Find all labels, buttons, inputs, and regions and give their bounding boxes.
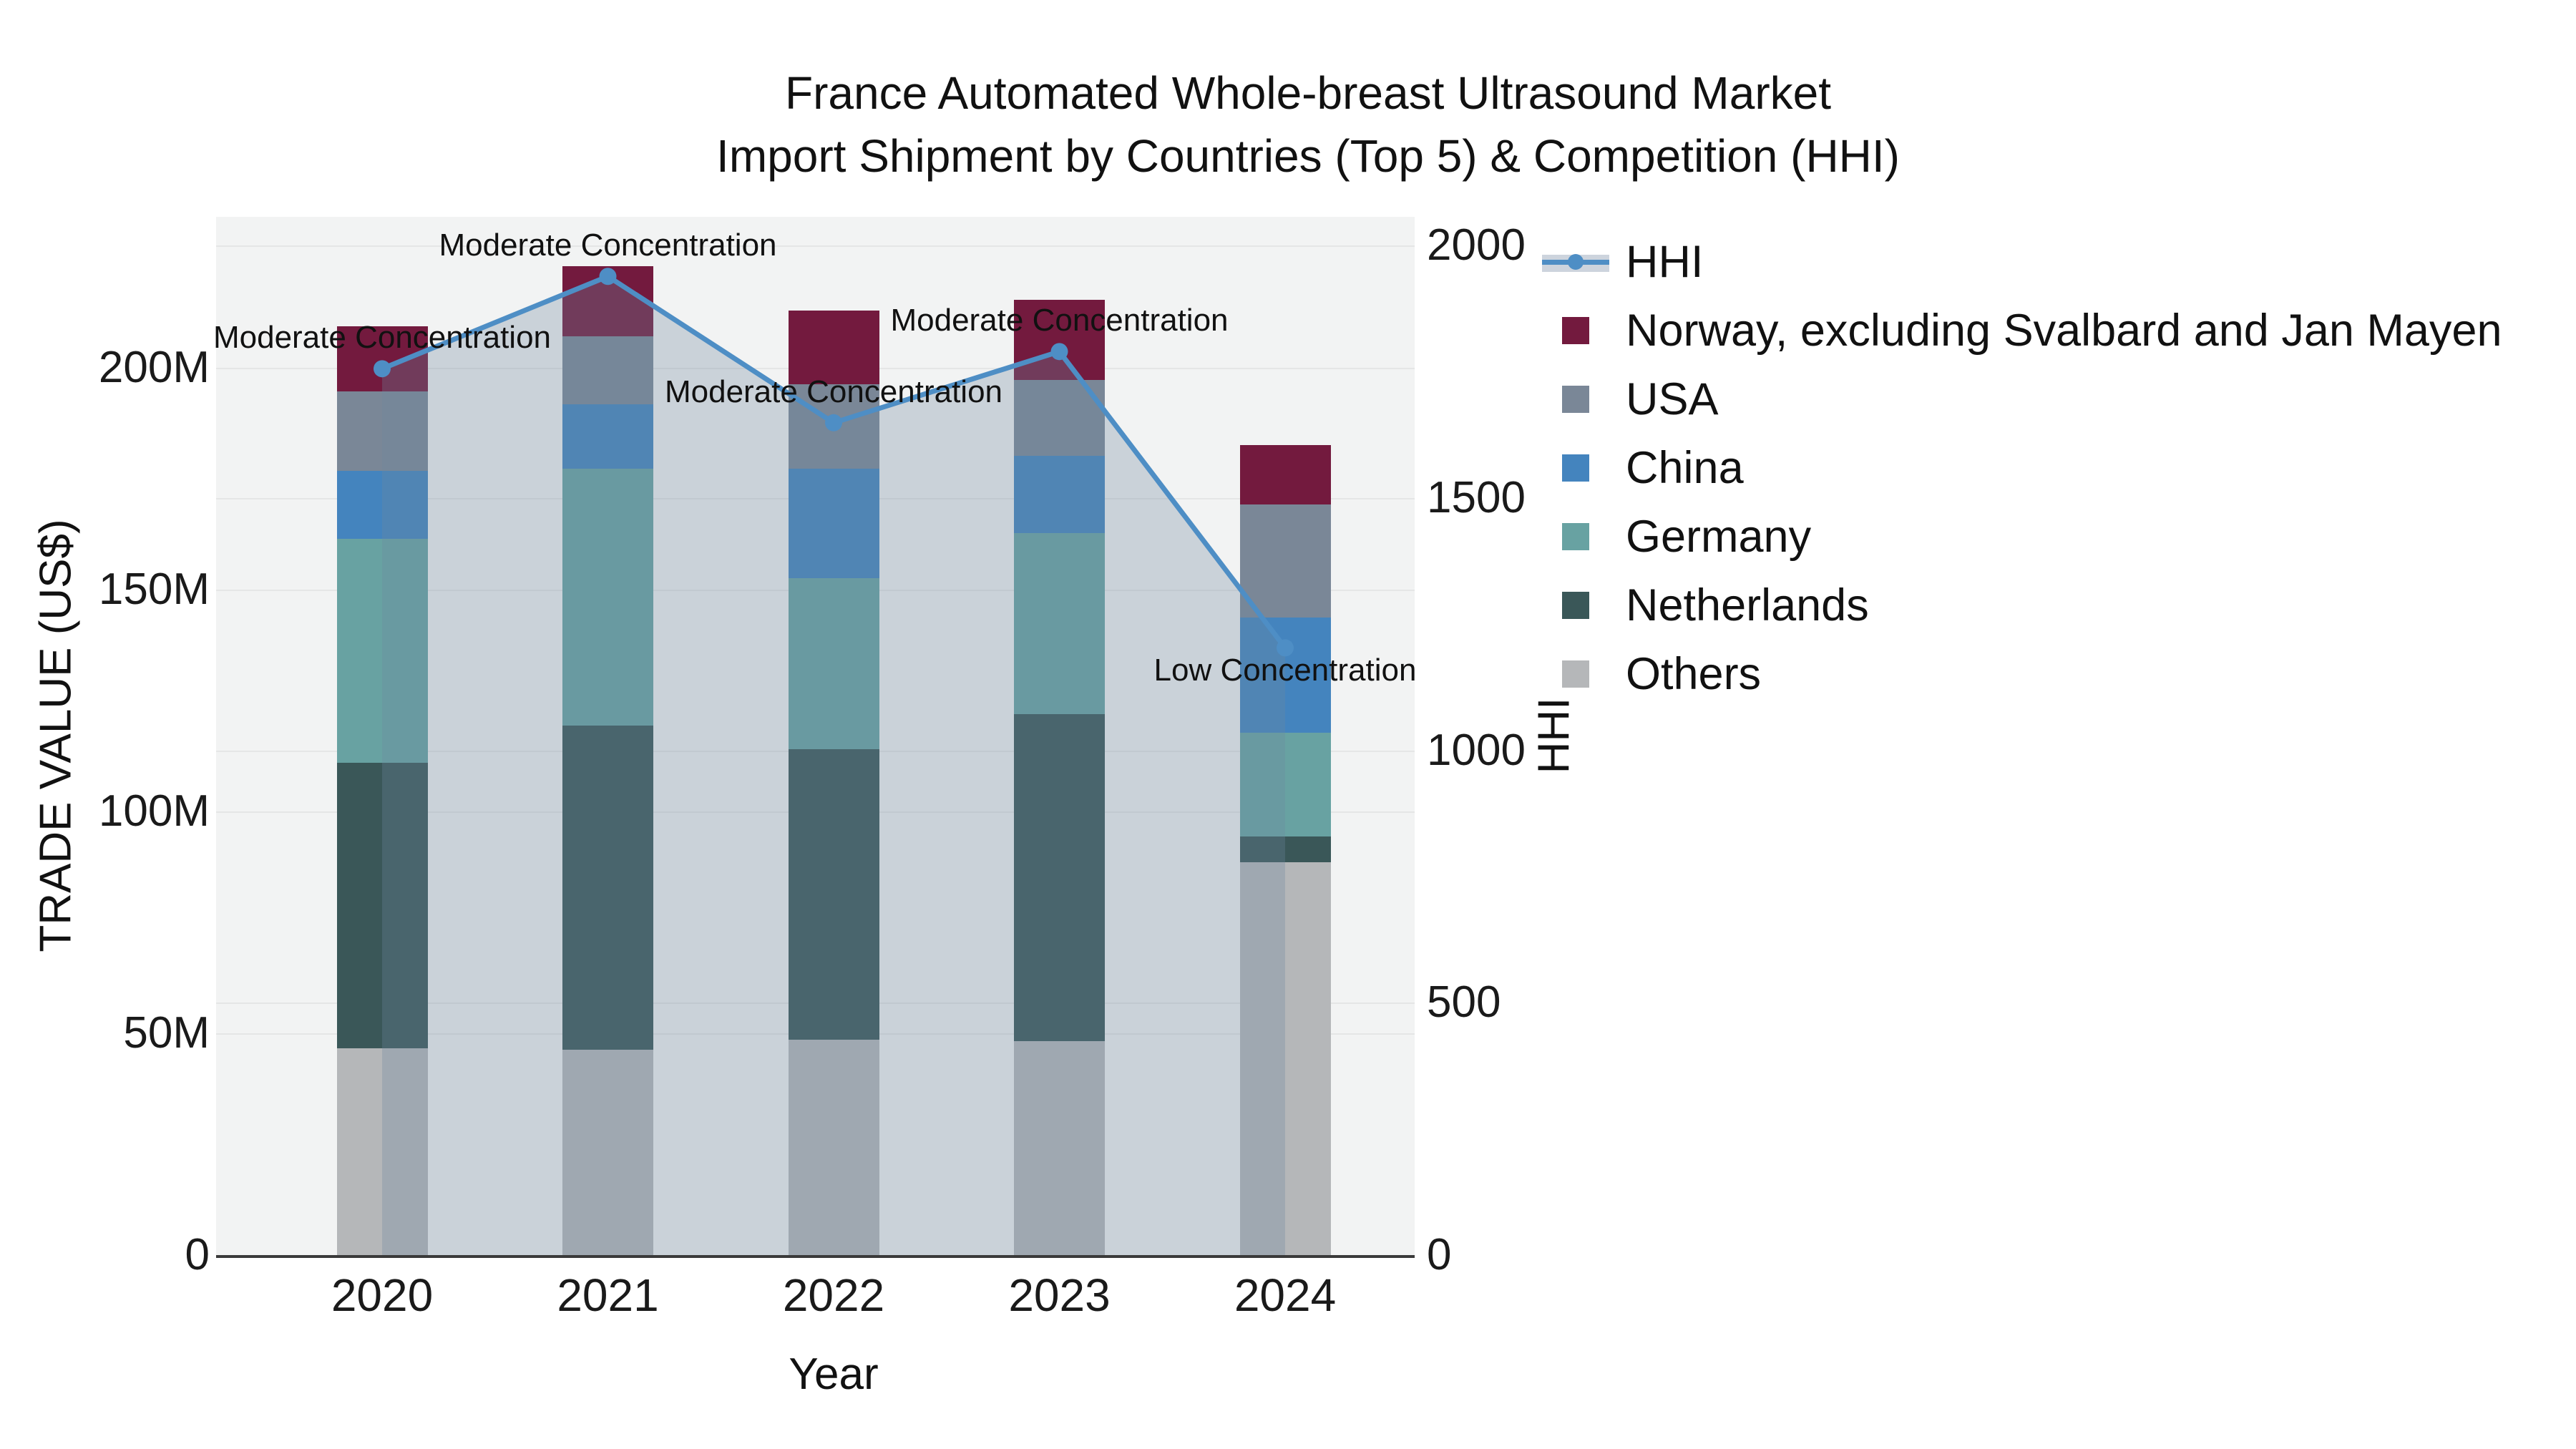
bar-segment-2021-netherlands[interactable] xyxy=(562,726,653,1050)
y-right-tick-1000: 1000 xyxy=(1427,725,1526,775)
legend-item-hhi[interactable]: HHI xyxy=(1541,228,2502,296)
y-right-tick-500: 500 xyxy=(1427,977,1501,1028)
hhi-line-icon xyxy=(1541,248,1610,276)
bar-2023[interactable] xyxy=(1014,300,1105,1255)
legend-item-norway[interactable]: Norway, excluding Svalbard and Jan Mayen xyxy=(1541,296,2502,365)
x-tick-2023: 2023 xyxy=(1008,1269,1111,1321)
bar-segment-2024-usa[interactable] xyxy=(1239,504,1331,618)
x-tick-2024: 2024 xyxy=(1234,1269,1337,1321)
legend-color-swatch xyxy=(1561,317,1589,344)
x-tick-2020: 2020 xyxy=(331,1269,434,1321)
y-axis-right-title: HHI xyxy=(1529,697,1579,774)
bar-segment-2020-usa[interactable] xyxy=(336,391,428,472)
bar-segment-2020-others[interactable] xyxy=(336,1048,428,1255)
bar-segment-2023-others[interactable] xyxy=(1014,1041,1105,1255)
legend-item-netherlands[interactable]: Netherlands xyxy=(1541,571,2502,640)
x-tick-2022: 2022 xyxy=(782,1269,885,1321)
legend-item-china[interactable]: China xyxy=(1541,434,2502,502)
legend-swatch-icon xyxy=(1541,592,1610,619)
bar-segment-2022-germany[interactable] xyxy=(788,578,879,749)
annotation-2022: Moderate Concentration xyxy=(664,374,1003,409)
legend-color-swatch xyxy=(1561,592,1589,619)
legend-label: USA xyxy=(1626,374,1719,424)
y-left-tick-150M: 150M xyxy=(98,564,210,614)
y-right-tick-2000: 2000 xyxy=(1427,220,1526,270)
chart-title: France Automated Whole-breast Ultrasound… xyxy=(716,62,1900,187)
bar-segment-2023-china[interactable] xyxy=(1014,455,1105,533)
hhi-marker-dot xyxy=(1567,254,1584,270)
legend: HHI Norway, excluding Svalbard and Jan Ma… xyxy=(1541,228,2502,708)
y-left-tick-50M: 50M xyxy=(123,1008,210,1058)
annotation-2023: Moderate Concentration xyxy=(890,303,1229,338)
legend-color-swatch xyxy=(1561,386,1589,413)
hhi-line-icon xyxy=(1541,248,1609,276)
gridline xyxy=(216,245,1415,248)
bar-segment-2022-norway[interactable] xyxy=(788,310,879,384)
legend-color-swatch xyxy=(1561,660,1589,688)
legend-swatch-icon xyxy=(1541,660,1610,688)
y-axis-left-title: TRADE VALUE (US$) xyxy=(31,519,81,952)
legend-item-others[interactable]: Others xyxy=(1541,640,2502,708)
legend-color-swatch xyxy=(1561,523,1589,550)
x-axis-title: Year xyxy=(789,1350,879,1399)
y-left-tick-200M: 200M xyxy=(98,342,210,392)
legend-label: Norway, excluding Svalbard and Jan Mayen xyxy=(1626,306,2502,356)
bar-segment-2021-china[interactable] xyxy=(562,404,653,469)
bar-segment-2024-norway[interactable] xyxy=(1239,444,1331,505)
annotation-2021: Moderate Concentration xyxy=(439,228,777,263)
bar-segment-2023-usa[interactable] xyxy=(1014,379,1105,456)
legend-color-swatch xyxy=(1561,454,1589,482)
bar-segment-2020-china[interactable] xyxy=(336,471,428,539)
bar-segment-2022-others[interactable] xyxy=(788,1039,879,1255)
legend-label: Others xyxy=(1626,649,1762,699)
x-tick-2021: 2021 xyxy=(557,1269,659,1321)
bar-segment-2022-netherlands[interactable] xyxy=(788,748,879,1040)
y-left-tick-100M: 100M xyxy=(98,786,210,836)
y-left-tick-0: 0 xyxy=(185,1230,210,1279)
annotation-2024: Low Concentration xyxy=(1153,653,1417,688)
bar-segment-2023-germany[interactable] xyxy=(1014,532,1105,714)
bar-segment-2024-germany[interactable] xyxy=(1239,733,1331,836)
bar-segment-2021-usa[interactable] xyxy=(562,336,653,405)
bar-2020[interactable] xyxy=(336,326,428,1255)
bar-2022[interactable] xyxy=(788,310,879,1255)
legend-label: Germany xyxy=(1626,512,1812,562)
bar-2024[interactable] xyxy=(1239,444,1331,1255)
y-right-tick-1500: 1500 xyxy=(1427,472,1526,522)
legend-swatch-icon xyxy=(1541,317,1610,344)
bar-segment-2021-others[interactable] xyxy=(562,1049,653,1255)
legend-label: China xyxy=(1626,443,1744,493)
annotation-2020: Moderate Concentration xyxy=(213,320,552,356)
legend-swatch-icon xyxy=(1541,523,1610,550)
legend-label: Netherlands xyxy=(1626,580,1869,630)
legend-swatch-icon xyxy=(1541,386,1610,413)
chart-title-line2: Import Shipment by Countries (Top 5) & C… xyxy=(716,130,1900,182)
y-right-tick-0: 0 xyxy=(1427,1230,1452,1279)
legend-label: HHI xyxy=(1626,237,1704,287)
plot-area[interactable]: Moderate Concentration Moderate Concentra… xyxy=(213,217,1417,1258)
bar-segment-2022-china[interactable] xyxy=(788,469,879,579)
bar-segment-2024-others[interactable] xyxy=(1239,862,1331,1255)
bar-segment-2020-netherlands[interactable] xyxy=(336,762,428,1049)
legend-item-germany[interactable]: Germany xyxy=(1541,502,2502,571)
bar-segment-2021-germany[interactable] xyxy=(562,469,653,726)
bar-segment-2023-netherlands[interactable] xyxy=(1014,713,1105,1042)
legend-item-usa[interactable]: USA xyxy=(1541,365,2502,434)
bar-segment-2020-germany[interactable] xyxy=(336,538,428,763)
chart-title-line1: France Automated Whole-breast Ultrasound… xyxy=(785,67,1831,119)
bar-segment-2024-netherlands[interactable] xyxy=(1239,836,1331,863)
legend-swatch-icon xyxy=(1541,454,1610,482)
bar-segment-2021-norway[interactable] xyxy=(562,265,653,337)
bar-2021[interactable] xyxy=(562,265,653,1255)
